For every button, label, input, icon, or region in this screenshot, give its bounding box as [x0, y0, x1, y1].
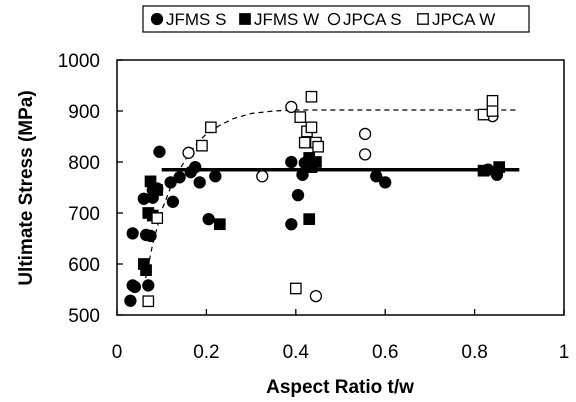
data-point	[196, 139, 208, 152]
data-point	[140, 264, 152, 276]
legend-marker	[327, 12, 341, 26]
y-tick-label: 500	[68, 306, 100, 327]
data-point	[486, 94, 499, 107]
x-tick-label: 1	[559, 342, 570, 363]
data-point	[312, 140, 325, 153]
data-point	[124, 294, 137, 307]
x-tick-label: 0.2	[193, 342, 219, 363]
data-point	[151, 212, 164, 224]
data-point	[144, 175, 157, 188]
data-point	[294, 111, 307, 123]
y-axis-title: Ultimate Stress (MPa)	[16, 90, 37, 285]
data-point	[305, 90, 318, 103]
legend-marker	[417, 13, 429, 25]
data-point	[213, 218, 226, 231]
data-point	[164, 176, 177, 189]
legend-marker	[239, 13, 251, 25]
data-point	[209, 170, 222, 183]
plot-area-frame	[116, 59, 565, 316]
data-point	[477, 164, 490, 177]
data-point	[310, 156, 322, 168]
legend-label: JFMS S	[166, 10, 226, 29]
data-point	[358, 127, 372, 141]
data-point	[298, 136, 311, 149]
x-axis-title: Aspect Ratio t/w	[266, 377, 414, 398]
data-point	[296, 168, 309, 181]
legend: JFMS S JFMS W JPCA S JPCA W	[142, 5, 530, 33]
x-tick-label: 0	[112, 342, 123, 363]
data-point	[285, 100, 298, 114]
legend-label: JPCA W	[432, 10, 495, 29]
series-jpca-w	[142, 90, 499, 308]
data-point	[126, 227, 139, 240]
data-point	[285, 218, 298, 231]
data-point	[285, 155, 298, 169]
legend-marker	[150, 12, 164, 26]
data-point	[256, 170, 269, 183]
y-tick-label: 1000	[58, 51, 100, 72]
data-point	[358, 148, 372, 161]
x-tick-label: 0.8	[461, 342, 487, 363]
x-tick-label: 0.4	[283, 342, 310, 363]
data-point	[182, 146, 195, 159]
data-point	[303, 213, 316, 225]
data-point	[305, 121, 318, 134]
data-point	[173, 171, 186, 184]
data-point	[202, 212, 215, 226]
legend-label: JFMS W	[254, 10, 319, 29]
y-tick-label: 900	[68, 102, 100, 123]
data-point	[370, 170, 383, 183]
data-point	[486, 105, 499, 117]
data-point	[379, 176, 392, 189]
data-point	[291, 188, 305, 202]
y-tick-label: 600	[68, 255, 100, 276]
legend-label: JPCA S	[343, 10, 402, 29]
data-point	[153, 145, 166, 158]
series-jfms-s	[124, 145, 504, 307]
x-tick-label: 0.6	[372, 342, 398, 363]
y-tick-label: 700	[68, 204, 100, 225]
data-point	[151, 184, 164, 196]
data-point	[142, 295, 155, 308]
data-point	[189, 160, 202, 174]
data-point	[144, 229, 157, 243]
data-point	[128, 280, 142, 294]
data-point	[142, 279, 155, 292]
data-point	[166, 195, 180, 208]
data-point	[193, 176, 206, 189]
data-point	[309, 289, 323, 303]
data-point	[493, 161, 506, 173]
data-point	[205, 121, 217, 134]
y-tick-label: 800	[68, 153, 100, 174]
data-point	[289, 282, 302, 295]
dashed-fit-curve	[143, 109, 520, 288]
